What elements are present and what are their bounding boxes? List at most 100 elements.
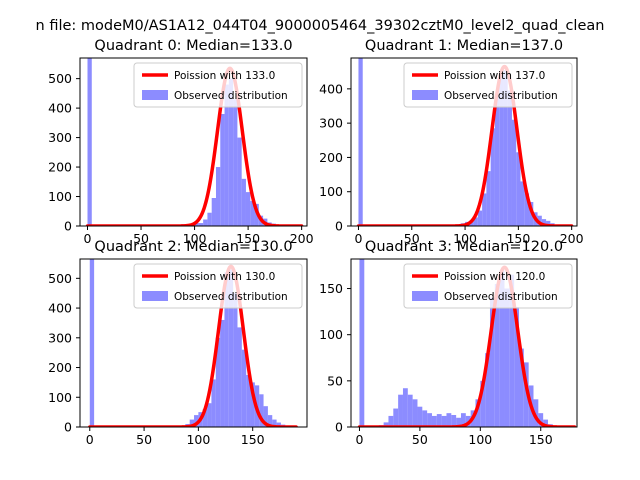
histogram-bar	[388, 415, 394, 427]
histogram-bar	[509, 274, 515, 427]
panel-title: Quadrant 3: Median=120.0	[365, 239, 563, 255]
histogram-bar	[393, 408, 399, 427]
panel-title: Quadrant 2: Median=130.0	[94, 239, 292, 255]
y-tick-label: 400	[319, 81, 343, 96]
axes-frame	[79, 57, 308, 227]
legend: Poission with 120.0 Observed distribution	[403, 263, 573, 309]
figure-title: n file: modeM0/AS1A12_044T04_9000005464_…	[36, 18, 605, 34]
histogram-bar	[451, 415, 457, 427]
legend-hist-label: Observed distribution	[444, 90, 558, 102]
legend-hist-label: Observed distribution	[174, 291, 288, 303]
x-tick-label: 0	[86, 432, 94, 447]
x-tick-label: 150	[529, 432, 553, 447]
legend: Poission with 130.0 Observed distribution	[133, 263, 303, 309]
x-tick-label: 150	[241, 432, 265, 447]
histogram-bar	[89, 259, 95, 427]
axes-frame	[350, 258, 578, 428]
x-tick-label: 50	[136, 432, 152, 447]
histogram-bar	[207, 212, 212, 226]
y-tick-label: 500	[48, 271, 72, 286]
histogram-bar	[267, 415, 273, 427]
y-tick-label: 200	[48, 160, 72, 175]
x-tick-label: 50	[404, 231, 420, 246]
histogram-bar	[220, 319, 225, 427]
histogram-bar	[220, 114, 225, 226]
quadrant-0-panel: 0 50 100 150 200 0 100 200 300 400 500 Quadrant 0: …	[48, 38, 313, 246]
histogram-bar	[189, 419, 195, 427]
legend-hist-swatch	[412, 90, 438, 100]
histogram-bar	[473, 217, 478, 226]
histogram-bar	[198, 223, 204, 226]
histogram-bar	[499, 75, 504, 226]
y-tick-label: 200	[319, 150, 343, 165]
histogram-bar	[246, 374, 251, 427]
y-tick-label: 200	[48, 360, 72, 375]
plot-area	[88, 259, 298, 427]
x-tick-label: 50	[133, 231, 149, 246]
histogram-bar	[503, 70, 508, 226]
histogram-bar	[541, 219, 547, 226]
y-tick-label: 100	[48, 189, 72, 204]
histogram-bar	[523, 362, 529, 427]
histogram-bar	[489, 297, 495, 427]
histogram-bar	[194, 415, 199, 427]
legend: Poission with 133.0 Observed distribution	[133, 62, 303, 108]
histogram-bar	[211, 379, 216, 427]
histogram-bar	[263, 406, 268, 427]
panel-title: Quadrant 1: Median=137.0	[365, 38, 563, 54]
plot-area	[356, 58, 574, 226]
x-tick-label: 200	[560, 231, 584, 246]
histogram-bar	[456, 417, 461, 427]
histogram-bar	[485, 353, 490, 427]
histogram-bar	[507, 90, 512, 226]
histogram-bar	[543, 419, 548, 427]
histogram-bar	[520, 181, 525, 226]
histogram-bar	[237, 137, 242, 226]
x-tick-label: 50	[412, 432, 428, 447]
histogram-bar	[494, 283, 500, 427]
histogram-bar	[538, 413, 544, 427]
poisson-fit-line	[88, 264, 298, 427]
y-tick-label: 0	[64, 420, 72, 435]
histogram-bar	[241, 349, 247, 427]
legend: Poission with 137.0 Observed distribution	[403, 62, 573, 108]
histogram-bar	[460, 413, 466, 427]
histogram-bar	[427, 413, 432, 427]
histogram-bar	[241, 178, 246, 226]
histogram-bar	[482, 193, 487, 226]
histogram-bar	[215, 167, 221, 226]
y-tick-label: 50	[327, 373, 343, 388]
quadrant-2-panel: 0 50 100 150 0 100 200 300 400 500 Quadrant 2: Med…	[48, 239, 308, 447]
y-tick-label: 0	[335, 219, 343, 234]
legend-hist-label: Observed distribution	[444, 291, 558, 303]
histogram-bar	[490, 128, 495, 226]
panel-title: Quadrant 0: Median=133.0	[94, 38, 292, 54]
y-tick-label: 300	[319, 116, 343, 131]
histogram-bar	[207, 403, 212, 427]
histogram-bar	[202, 409, 208, 427]
x-tick-label: 100	[186, 432, 210, 447]
y-tick-label: 300	[48, 130, 72, 145]
x-tick-label: 0	[354, 231, 362, 246]
quadrant-3-panel: 0 50 100 150 0 50 100 150 Quadrant 3: Median=120…	[319, 239, 578, 447]
x-tick-label: 200	[290, 231, 314, 246]
legend-box	[403, 62, 573, 108]
legend-hist-swatch	[142, 291, 168, 301]
y-tick-label: 0	[64, 219, 72, 234]
histogram-bar	[250, 200, 255, 226]
histogram-bar	[511, 119, 517, 226]
histogram-bar	[233, 293, 238, 427]
legend-hist-swatch	[142, 90, 168, 100]
histogram-bar	[272, 419, 277, 427]
histogram-bar	[407, 394, 413, 427]
histogram-bar	[203, 219, 208, 226]
histogram-bar	[402, 388, 408, 427]
legend-fit-label: Poission with 137.0	[444, 70, 545, 82]
y-tick-label: 100	[319, 327, 343, 342]
axes-frame	[79, 258, 308, 428]
x-tick-label: 150	[506, 231, 530, 246]
histogram-bar	[228, 269, 234, 427]
histogram-bar	[87, 58, 92, 226]
y-tick-label: 150	[319, 281, 343, 296]
